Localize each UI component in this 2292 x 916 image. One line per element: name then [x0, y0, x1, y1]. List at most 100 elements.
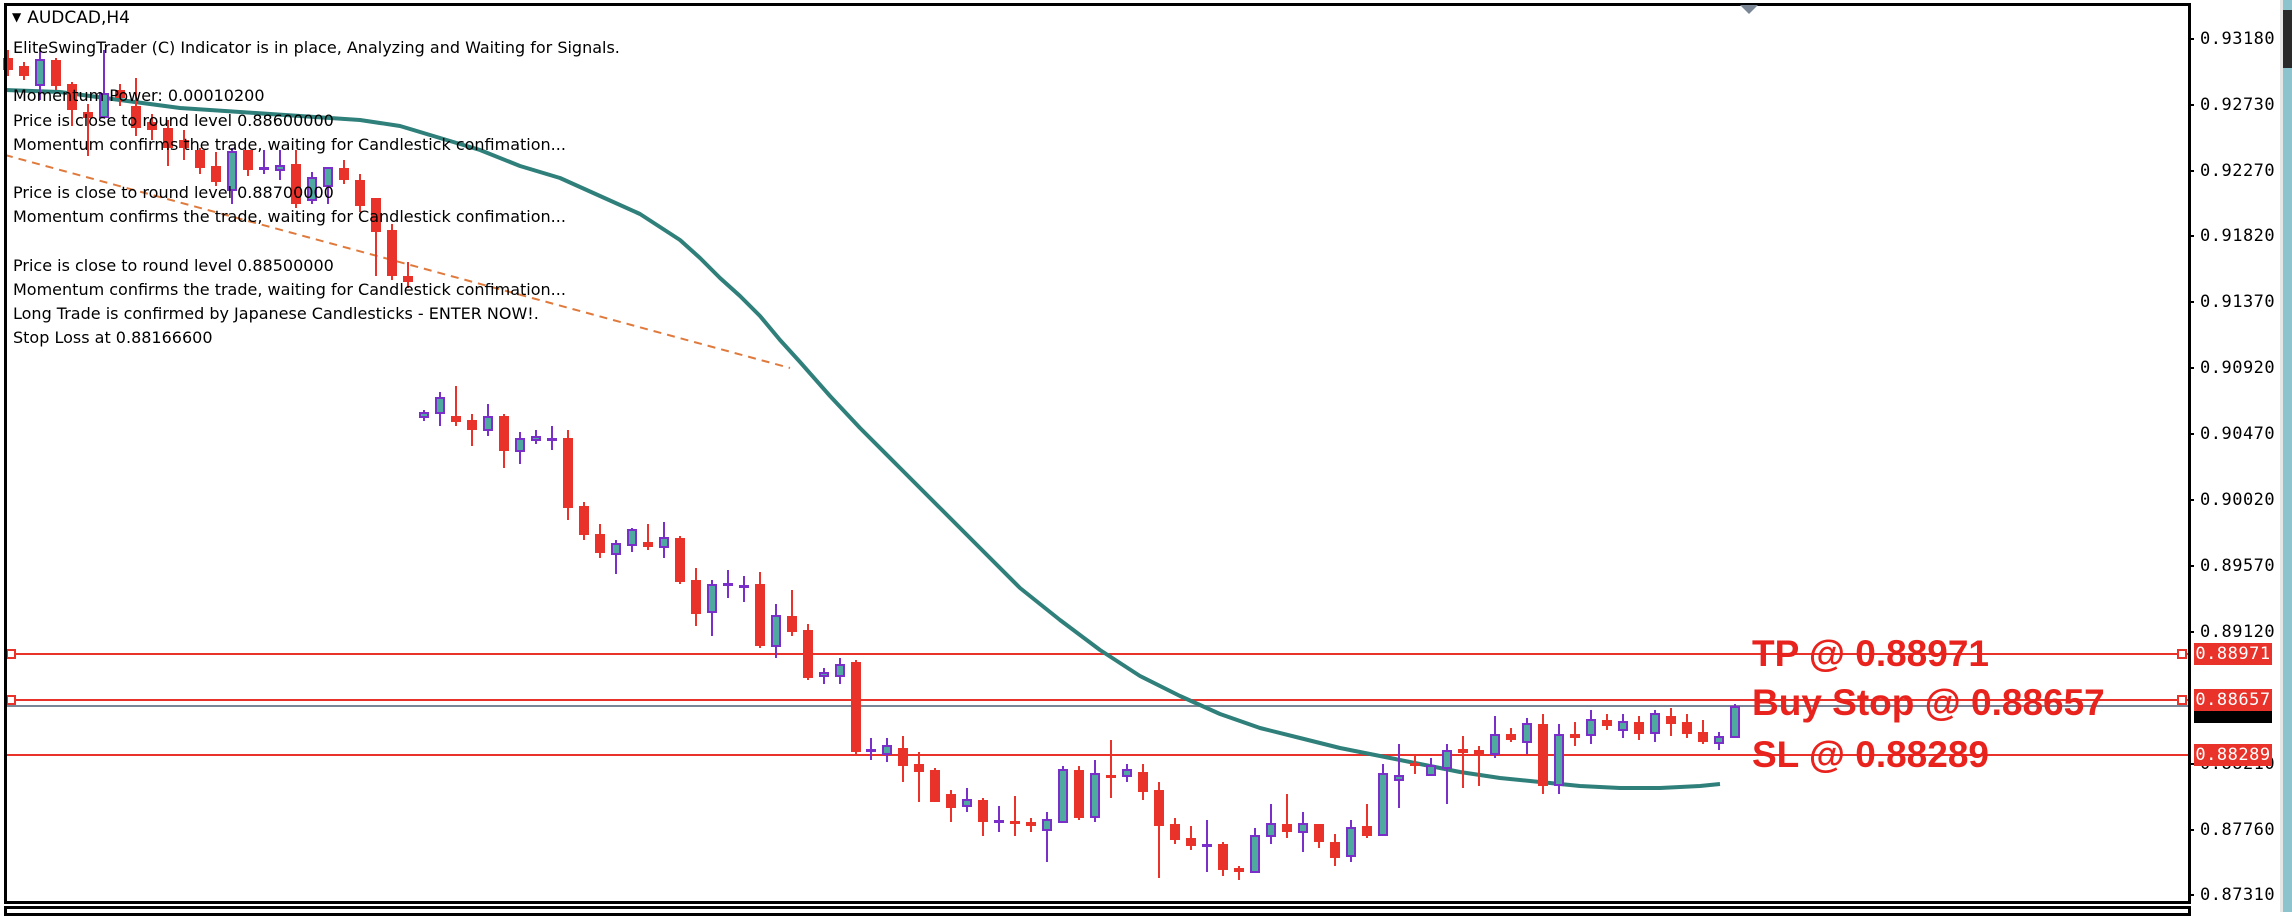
candle-body-bear [930, 770, 940, 802]
buy-stop-price-tag: 0.88657 [2194, 689, 2272, 711]
candle-body-bear [946, 794, 956, 808]
candle-doji [1106, 775, 1116, 778]
axis-tick-label: 0.91370 [2200, 292, 2276, 312]
candle-body-bear [195, 150, 205, 168]
candle-body-bull [1442, 750, 1452, 769]
candle-body-bear [499, 416, 509, 451]
candle-body-bull [1522, 723, 1532, 743]
candle-body-bear [851, 662, 861, 752]
candle-body-bear [595, 534, 605, 553]
candle-body-bear [1602, 720, 1612, 726]
candle-body-bull [1618, 721, 1628, 731]
candle-body-bull [835, 664, 845, 677]
symbol-label: AUDCAD,H4 [27, 8, 130, 28]
candle-body-bear [691, 580, 701, 614]
candle-body-bear [131, 106, 141, 128]
candle-body-bull [1554, 734, 1564, 786]
candle-body-bear [675, 538, 685, 582]
candle-body-bull [1730, 706, 1740, 738]
candle-body-bull [483, 416, 493, 431]
indicator-comment-line: Momentum confirms the trade, waiting for… [13, 134, 566, 154]
candle-doji [1410, 763, 1420, 766]
candle-body-bull [307, 177, 317, 201]
candle-body-bear [1362, 826, 1372, 836]
indicator-comment-line: Long Trade is confirmed by Japanese Cand… [13, 304, 539, 324]
candle-body-bear [243, 150, 253, 170]
level-handle-left [6, 695, 16, 705]
candle-body-bear [339, 168, 349, 180]
candle-body-bull [35, 59, 45, 86]
candle-body-bear [291, 164, 301, 204]
candle-body-bull [962, 799, 972, 807]
level-handle-left [6, 649, 16, 659]
symbol-title[interactable]: ▼ AUDCAD,H4 [12, 8, 130, 28]
dropdown-triangle-icon[interactable]: ▼ [12, 10, 22, 24]
candle-body-bear [115, 90, 125, 98]
candle-body-bear [1458, 749, 1468, 753]
candle-body-bull [1090, 773, 1100, 818]
level-handle-right [2177, 649, 2187, 659]
indicator-comment-line: EliteSwingTrader (C) Indicator is in pla… [13, 38, 620, 57]
candle-body-bull [882, 745, 892, 755]
candle-body-bull [1250, 835, 1260, 873]
candle-body-bull [627, 529, 637, 546]
indicator-comment-line: Price is close to round level 0.88700000 [13, 183, 334, 203]
axis-tick-label: 0.90920 [2200, 358, 2276, 378]
indicator-comment-line: Stop Loss at 0.88166600 [13, 328, 213, 348]
tp-label: TP @ 0.88971 [1752, 633, 1989, 674]
candle-body-bull [1122, 769, 1132, 777]
axis-tick-label: 0.89570 [2200, 556, 2276, 576]
candle-body-bull [1058, 769, 1068, 823]
candle-body-bear [1218, 844, 1228, 870]
sl-price-tag: 0.88289 [2194, 744, 2272, 766]
chart-shift-marker-icon[interactable] [1740, 5, 1758, 14]
candle-body-bear [1698, 732, 1708, 742]
candle-body-bull [1266, 823, 1276, 837]
candle-body-bear [451, 416, 461, 422]
axis-tick-label: 0.91820 [2200, 226, 2276, 246]
candle-body-bear [1682, 722, 1692, 734]
candle-body-bull [435, 397, 445, 414]
axis-tick-label: 0.92730 [2200, 95, 2276, 115]
candle-body-bull [227, 151, 237, 191]
axis-tick-label: 0.87760 [2200, 820, 2276, 840]
candle-doji [259, 167, 269, 170]
candle-body-bear [51, 60, 61, 86]
candle-body-bear [1330, 842, 1340, 858]
candle-body-bear [1666, 716, 1676, 724]
candle-body-bear [803, 630, 813, 678]
candle-body-bull [1650, 713, 1660, 734]
indicator-comment-line: Momentum confirms the trade, waiting for… [13, 279, 566, 299]
candle-body-bull [1714, 736, 1724, 744]
candle-doji [1202, 844, 1212, 847]
candle-body-bull [1490, 734, 1500, 755]
axis-tick-label: 0.92270 [2200, 161, 2276, 181]
axis-tick-label: 0.90470 [2200, 424, 2276, 444]
candle-body-bull [99, 93, 109, 118]
candle-body-bull [419, 412, 429, 418]
candle-body-bear [1474, 750, 1484, 754]
candle-body-bull [1586, 719, 1596, 736]
candle-body-bear [19, 66, 29, 76]
axis-tick-label: 0.87310 [2200, 885, 2276, 905]
lower-panel-border [4, 906, 2191, 916]
indicator-comment-line [13, 157, 620, 181]
candle-body-bear [1186, 838, 1196, 846]
candle-body-bear [563, 438, 573, 508]
candle-doji [547, 438, 557, 441]
candle-body-bear [787, 616, 797, 632]
candle-doji [866, 749, 876, 752]
candle-body-bear [898, 748, 908, 766]
buy-stop-label: Buy Stop @ 0.88657 [1752, 682, 2105, 723]
candle-body-bull [707, 584, 717, 613]
chart-frame [4, 3, 2191, 904]
candle-body-bull [1346, 827, 1356, 857]
candle-body-bull [531, 436, 541, 441]
axis-tick-label: 0.90020 [2200, 490, 2276, 510]
candle-body-bear [387, 230, 397, 276]
candle-body-bear [1282, 824, 1292, 832]
indicator-comment-line: Momentum Power: 0.00010200 [13, 86, 265, 106]
adjacent-window-edge [2280, 0, 2292, 912]
candle-body-bear [371, 198, 381, 232]
